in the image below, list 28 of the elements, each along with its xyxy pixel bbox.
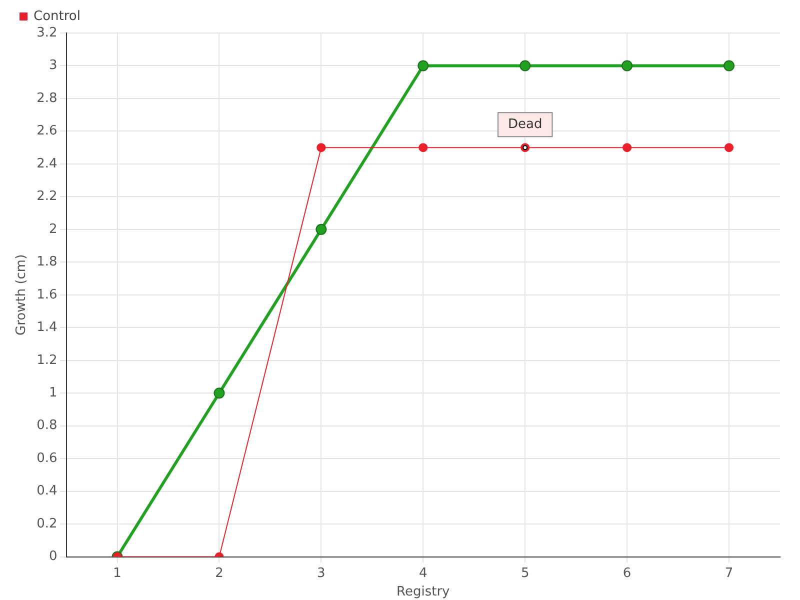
x-axis-title: Registry (396, 584, 450, 600)
y-tick-label: 0.4 (36, 484, 58, 499)
y-tick-label: 2.2 (36, 189, 58, 204)
x-tick-label: 4 (418, 566, 428, 581)
y-tick-label: 0.6 (36, 450, 58, 466)
x-tick-label: 1 (113, 566, 122, 581)
x-tick-label: 5 (520, 566, 530, 581)
y-tick-label: 1.6 (36, 287, 58, 302)
legend-label: Control (34, 8, 80, 24)
x-tick-label: 6 (622, 566, 632, 581)
x-tick-label: 3 (317, 566, 326, 581)
y-axis-title: Growth (cm) (14, 254, 30, 336)
y-tick-label: 3 (48, 58, 58, 74)
x-tick-label: 7 (724, 566, 734, 581)
y-tick-label: 0.2 (36, 516, 58, 532)
annotation: Dead (508, 116, 542, 132)
y-tick-label: 3.2 (36, 25, 58, 40)
y-tick-label: 0 (48, 549, 58, 564)
y-tick-label: 2.6 (36, 124, 58, 139)
y-tick-label: 1.2 (36, 352, 58, 368)
y-tick-label: 2.4 (36, 156, 58, 172)
x-tick-label: 2 (215, 566, 224, 581)
y-tick-label: 1 (48, 385, 58, 400)
y-tick-label: 2 (48, 222, 58, 237)
y-tick-label: 0.8 (36, 418, 58, 434)
y-tick-label: 2.8 (36, 90, 58, 106)
y-tick-label: 1.4 (36, 320, 58, 336)
y-tick-label: 1.8 (36, 254, 58, 270)
